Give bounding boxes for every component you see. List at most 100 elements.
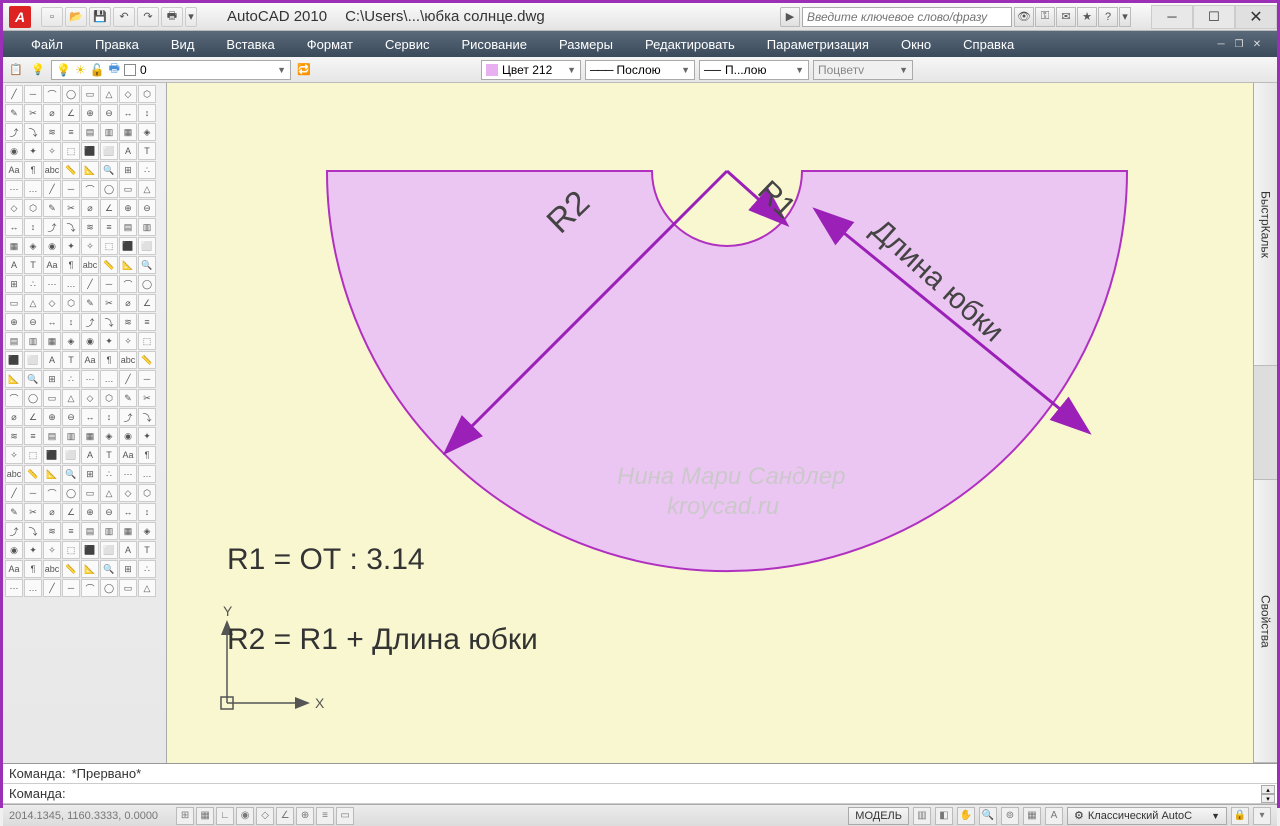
- tool-button[interactable]: ✂: [24, 104, 42, 122]
- color-dropdown[interactable]: Цвет 212 ▼: [481, 60, 581, 80]
- tool-button[interactable]: ▦: [5, 237, 23, 255]
- snap-toggle-icon[interactable]: ⊞: [176, 807, 194, 825]
- tool-button[interactable]: ✦: [100, 332, 118, 350]
- tool-button[interactable]: …: [24, 579, 42, 597]
- menu-edit[interactable]: Правка: [79, 33, 155, 56]
- tool-button[interactable]: A: [81, 446, 99, 464]
- tool-button[interactable]: ≋: [43, 123, 61, 141]
- tool-button[interactable]: ∴: [138, 560, 156, 578]
- tool-button[interactable]: ◉: [5, 142, 23, 160]
- tool-button[interactable]: T: [138, 541, 156, 559]
- tool-button[interactable]: ⬛: [81, 541, 99, 559]
- tool-button[interactable]: ∠: [24, 408, 42, 426]
- tool-button[interactable]: ¶: [62, 256, 80, 274]
- tool-button[interactable]: …: [24, 180, 42, 198]
- menu-view[interactable]: Вид: [155, 33, 211, 56]
- qat-open-icon[interactable]: 📂: [65, 7, 87, 27]
- mdi-restore-icon[interactable]: ❐: [1231, 37, 1247, 51]
- tool-button[interactable]: ◯: [62, 484, 80, 502]
- tool-button[interactable]: ⌒: [43, 85, 61, 103]
- tool-button[interactable]: ╱: [5, 484, 23, 502]
- tool-button[interactable]: ╱: [119, 370, 137, 388]
- tool-button[interactable]: ↔: [5, 218, 23, 236]
- tool-button[interactable]: ─: [62, 180, 80, 198]
- status-tray-icon[interactable]: ▾: [1253, 807, 1271, 825]
- menu-format[interactable]: Формат: [291, 33, 369, 56]
- tool-button[interactable]: 📏: [100, 256, 118, 274]
- tool-button[interactable]: T: [138, 142, 156, 160]
- tool-button[interactable]: ⤵: [100, 313, 118, 331]
- tool-button[interactable]: ⤴: [5, 123, 23, 141]
- tool-button[interactable]: 🔍: [138, 256, 156, 274]
- tool-button[interactable]: Aa: [5, 560, 23, 578]
- tool-button[interactable]: ⌒: [43, 484, 61, 502]
- tool-button[interactable]: ✧: [5, 446, 23, 464]
- tool-button[interactable]: ∴: [100, 465, 118, 483]
- ortho-toggle-icon[interactable]: ∟: [216, 807, 234, 825]
- tool-button[interactable]: ✎: [119, 389, 137, 407]
- tool-button[interactable]: ▤: [5, 332, 23, 350]
- maximize-button[interactable]: ☐: [1193, 5, 1235, 29]
- tool-button[interactable]: ⊖: [24, 313, 42, 331]
- status-showmotion-icon[interactable]: ▦: [1023, 807, 1041, 825]
- tool-button[interactable]: ◇: [119, 484, 137, 502]
- model-space-button[interactable]: МОДЕЛЬ: [848, 807, 909, 825]
- tool-button[interactable]: 📐: [81, 560, 99, 578]
- tool-button[interactable]: ≡: [100, 218, 118, 236]
- tool-button[interactable]: …: [138, 465, 156, 483]
- tool-button[interactable]: 🔍: [24, 370, 42, 388]
- tool-button[interactable]: ⤴: [81, 313, 99, 331]
- tool-button[interactable]: ≡: [62, 522, 80, 540]
- tool-button[interactable]: T: [100, 446, 118, 464]
- tool-button[interactable]: ⊞: [119, 560, 137, 578]
- tool-button[interactable]: ▭: [43, 389, 61, 407]
- tool-button[interactable]: ↕: [100, 408, 118, 426]
- tool-button[interactable]: ▭: [81, 85, 99, 103]
- plotstyle-dropdown[interactable]: Поцветv ▼: [813, 60, 913, 80]
- tool-button[interactable]: ⬜: [24, 351, 42, 369]
- tool-button[interactable]: ⊞: [43, 370, 61, 388]
- tool-button[interactable]: ▭: [81, 484, 99, 502]
- tool-button[interactable]: 📐: [81, 161, 99, 179]
- lwt-toggle-icon[interactable]: ≡: [316, 807, 334, 825]
- tool-button[interactable]: ◈: [62, 332, 80, 350]
- tool-button[interactable]: △: [138, 579, 156, 597]
- tool-button[interactable]: abc: [5, 465, 23, 483]
- tool-button[interactable]: ⤵: [24, 522, 42, 540]
- tool-button[interactable]: A: [5, 256, 23, 274]
- tool-button[interactable]: ◉: [81, 332, 99, 350]
- tool-button[interactable]: △: [100, 85, 118, 103]
- tool-button[interactable]: ∴: [62, 370, 80, 388]
- tool-button[interactable]: 📏: [62, 161, 80, 179]
- polar-toggle-icon[interactable]: ◉: [236, 807, 254, 825]
- tool-button[interactable]: 📏: [62, 560, 80, 578]
- tool-button[interactable]: ▭: [119, 579, 137, 597]
- qat-new-icon[interactable]: ▫: [41, 7, 63, 27]
- tool-button[interactable]: ✎: [81, 294, 99, 312]
- tool-button[interactable]: ⬡: [138, 85, 156, 103]
- tool-button[interactable]: Aa: [5, 161, 23, 179]
- drawing-canvas[interactable]: R2 R1 Длина юбки Нина Мари Сандлер kroyc…: [167, 83, 1253, 763]
- tool-button[interactable]: ╱: [5, 85, 23, 103]
- status-layout-icon[interactable]: ▥: [913, 807, 931, 825]
- tool-button[interactable]: ⤴: [119, 408, 137, 426]
- tool-button[interactable]: ▥: [100, 123, 118, 141]
- tool-button[interactable]: ⬛: [81, 142, 99, 160]
- tool-button[interactable]: ∠: [62, 104, 80, 122]
- tool-button[interactable]: 🔍: [62, 465, 80, 483]
- menu-help[interactable]: Справка: [947, 33, 1030, 56]
- tool-button[interactable]: ↕: [62, 313, 80, 331]
- tool-button[interactable]: ▤: [43, 427, 61, 445]
- search-help-icon[interactable]: ?: [1098, 7, 1118, 27]
- search-input[interactable]: [802, 7, 1012, 27]
- tool-button[interactable]: ⬛: [43, 446, 61, 464]
- tool-button[interactable]: ╱: [81, 275, 99, 293]
- tool-button[interactable]: ◇: [43, 294, 61, 312]
- tool-button[interactable]: abc: [43, 560, 61, 578]
- tool-button[interactable]: ▦: [119, 123, 137, 141]
- tool-button[interactable]: ∠: [100, 199, 118, 217]
- tool-button[interactable]: ⌒: [81, 579, 99, 597]
- qat-more-icon[interactable]: ▾: [185, 7, 197, 27]
- tool-button[interactable]: ✂: [100, 294, 118, 312]
- tool-button[interactable]: ✧: [119, 332, 137, 350]
